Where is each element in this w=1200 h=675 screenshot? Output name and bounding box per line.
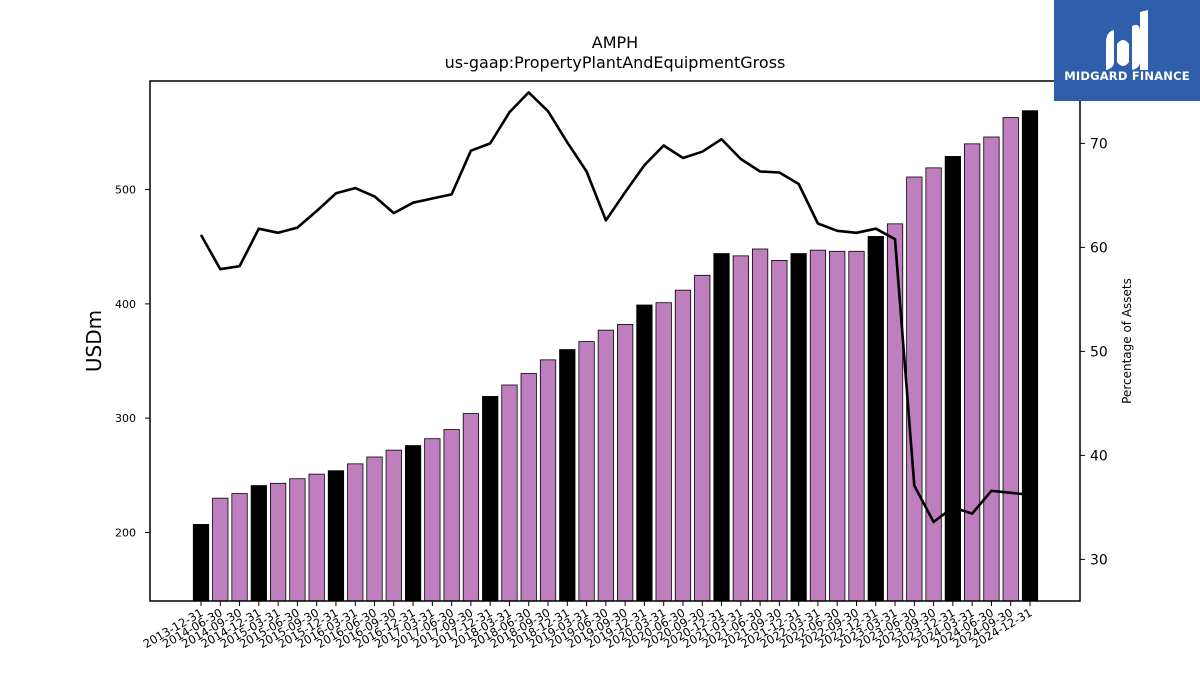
plot-frame bbox=[149, 80, 1081, 602]
bar bbox=[829, 250, 846, 602]
y2-tick-label: 60 bbox=[1090, 240, 1108, 256]
bar bbox=[790, 253, 807, 602]
chart-subtitle: us-gaap:PropertyPlantAndEquipmentGross bbox=[445, 53, 786, 72]
line-layer bbox=[199, 91, 1031, 524]
bar bbox=[462, 413, 480, 602]
bar bbox=[250, 485, 267, 602]
bar bbox=[983, 136, 1000, 602]
y-tick-label: 200 bbox=[115, 526, 136, 539]
bar bbox=[539, 359, 557, 602]
bar bbox=[347, 463, 364, 602]
bar bbox=[617, 324, 634, 602]
bar bbox=[308, 473, 325, 602]
chart-title: AMPH bbox=[592, 33, 638, 52]
bar bbox=[212, 497, 229, 602]
bar bbox=[809, 249, 827, 602]
bar bbox=[906, 176, 923, 602]
bar bbox=[1002, 117, 1019, 602]
bar bbox=[231, 493, 248, 602]
brand-logo-text: MIDGARD FINANCE bbox=[1064, 69, 1190, 83]
bar bbox=[674, 289, 692, 602]
bar bbox=[501, 384, 518, 602]
series-line bbox=[199, 91, 1031, 524]
midgard-m-logo-icon bbox=[1106, 10, 1148, 70]
y2-tick-label: 40 bbox=[1090, 448, 1108, 464]
bar bbox=[270, 482, 287, 602]
bar bbox=[443, 429, 460, 602]
y2-axis-label: Percentage of Assets bbox=[1120, 278, 1134, 404]
x-axis: 2013-12-312014-06-302014-09-302014-12-31… bbox=[141, 601, 1035, 651]
bar bbox=[404, 445, 422, 602]
y-axis-label: USDm bbox=[82, 310, 106, 372]
y-axis-left: 200 300 400 500 bbox=[115, 184, 150, 539]
bar bbox=[424, 438, 441, 602]
bar bbox=[559, 349, 576, 602]
bar bbox=[192, 524, 210, 602]
bar bbox=[732, 255, 749, 602]
bar bbox=[713, 253, 730, 602]
bar bbox=[385, 449, 402, 602]
y-axis-right: 30 40 50 60 70 bbox=[1080, 136, 1108, 568]
bar bbox=[867, 236, 884, 602]
bar bbox=[366, 456, 383, 602]
bar bbox=[289, 478, 306, 602]
bar bbox=[964, 143, 981, 602]
bar bbox=[482, 396, 499, 602]
bar bbox=[751, 248, 769, 602]
bar bbox=[597, 329, 614, 602]
y2-tick-label: 50 bbox=[1090, 344, 1108, 360]
bar bbox=[848, 250, 865, 602]
bar bbox=[636, 304, 653, 602]
bar bbox=[1021, 110, 1039, 602]
bar bbox=[655, 302, 672, 602]
y-tick-label: 300 bbox=[115, 412, 136, 425]
y-tick-label: 400 bbox=[115, 298, 136, 311]
bar bbox=[694, 274, 711, 602]
brand-logo: MIDGARD FINANCE bbox=[1054, 0, 1200, 101]
bar bbox=[520, 373, 537, 602]
bars-layer bbox=[192, 110, 1039, 602]
y-tick-label: 500 bbox=[115, 184, 136, 197]
y2-tick-label: 30 bbox=[1090, 552, 1108, 568]
bar bbox=[327, 470, 345, 602]
bar bbox=[578, 341, 595, 602]
bar bbox=[771, 260, 788, 602]
y2-tick-label: 70 bbox=[1090, 136, 1108, 152]
bar bbox=[925, 167, 942, 602]
bar bbox=[944, 156, 961, 602]
bar bbox=[886, 223, 904, 602]
